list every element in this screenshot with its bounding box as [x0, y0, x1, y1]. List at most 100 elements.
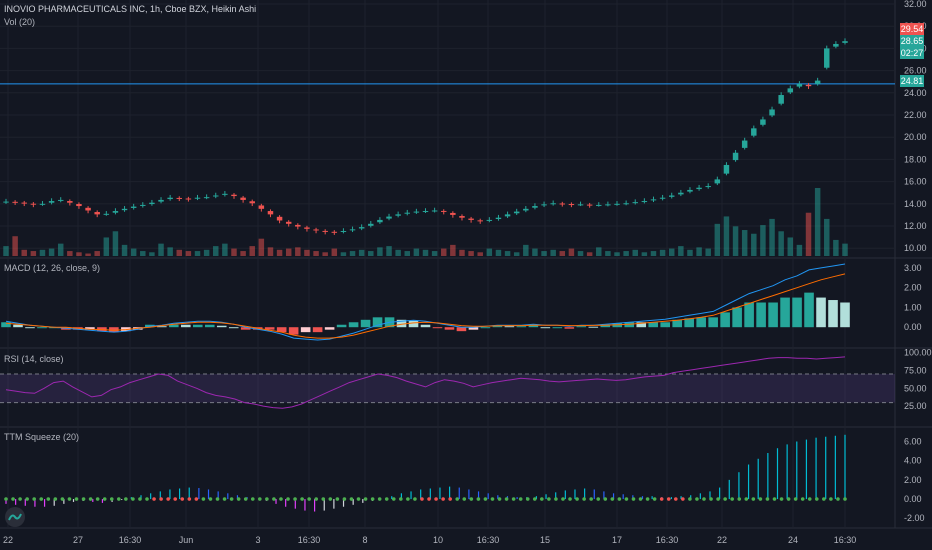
volume-bar — [495, 249, 502, 256]
price-axis-label: 10.00 — [904, 243, 927, 253]
volume-bar — [824, 218, 830, 256]
squeeze-dot — [673, 497, 678, 501]
squeeze-dot — [779, 497, 784, 501]
candle-body — [395, 214, 401, 216]
volume-bar — [185, 251, 192, 256]
macd-label: MACD (12, 26, close, 9) — [4, 263, 101, 273]
candle-body — [194, 197, 201, 199]
squeeze-dot — [370, 497, 375, 501]
volume-bar — [368, 251, 374, 256]
squeeze-dot — [716, 497, 720, 501]
candle-body — [331, 231, 338, 233]
volume-bar — [404, 251, 410, 256]
macd-histogram-bar — [780, 297, 790, 328]
macd-histogram-bar — [816, 297, 826, 328]
x-tick-label: 17 — [612, 535, 622, 545]
volume-bars — [3, 188, 848, 256]
candle-body — [313, 229, 319, 231]
volume-bar — [769, 218, 775, 256]
tradingview-logo-icon[interactable] — [4, 506, 26, 528]
squeeze-dot — [645, 497, 650, 501]
volume-bar — [313, 251, 319, 256]
axes: 22 27 16:30 Jun 3 16:30 8 10 16:30 15 17 16:30 22 24 1… — [3, 0, 932, 545]
volume-bar — [149, 252, 155, 256]
macd-histogram-bar — [240, 327, 251, 330]
macd-histogram-bar — [456, 327, 467, 332]
squeeze-dot — [659, 497, 664, 501]
squeeze-dot — [814, 497, 819, 501]
squeeze-dot — [420, 497, 424, 501]
squeeze-dot — [321, 497, 326, 501]
volume-bar — [249, 246, 255, 256]
candle-body — [103, 213, 110, 215]
rsi-line — [5, 356, 846, 409]
candle-body — [760, 119, 766, 125]
macd-histogram-bar — [660, 322, 671, 328]
volume-bar — [523, 244, 529, 256]
candle-body — [814, 80, 821, 84]
volume-bar — [377, 247, 383, 256]
candle-body — [285, 221, 292, 224]
volume-bar — [258, 238, 265, 256]
squeeze-dot — [441, 497, 445, 501]
squeeze-dot — [145, 497, 149, 501]
volume-bar — [413, 248, 420, 256]
macd-axis-label: 0.00 — [904, 322, 922, 332]
candle-body — [833, 43, 839, 47]
squeeze-dot — [159, 497, 163, 501]
squeeze-pane[interactable] — [4, 434, 847, 512]
macd-histogram-bar — [732, 307, 742, 328]
squeeze-dot — [399, 497, 403, 501]
macd-histogram-bar — [468, 327, 479, 330]
price-tag-line: 24.81 — [900, 75, 924, 87]
squeeze-dot — [793, 497, 798, 501]
volume-bar — [760, 225, 766, 256]
squeeze-dot — [201, 497, 206, 501]
volume-bar — [103, 237, 110, 256]
candle-body — [796, 83, 803, 87]
squeeze-dot — [406, 497, 410, 501]
macd-pane[interactable] — [1, 263, 850, 341]
squeeze-dot — [131, 497, 135, 501]
candle-body — [450, 212, 456, 215]
price-candles[interactable] — [3, 38, 848, 235]
candle-body — [176, 197, 183, 199]
volume-bar — [12, 236, 18, 256]
macd-histogram-bar — [672, 319, 682, 328]
rsi-pane[interactable] — [0, 356, 895, 409]
squeeze-dot — [81, 497, 86, 501]
volume-bar — [751, 233, 757, 256]
volume-bar — [687, 249, 693, 256]
squeeze-dot — [462, 497, 467, 501]
price-axis-label: 16.00 — [904, 177, 927, 187]
squeeze-dot — [624, 497, 629, 501]
volume-bar — [194, 251, 201, 256]
macd-histogram-bar — [312, 327, 323, 333]
squeeze-dot — [631, 497, 636, 501]
candle-body — [240, 197, 246, 200]
squeeze-dot — [265, 497, 269, 501]
volume-bar — [39, 249, 46, 256]
price-tag-countdown: 02:27 — [900, 47, 924, 59]
macd-histogram-bar — [204, 324, 215, 328]
candle-body — [577, 204, 584, 206]
macd-histogram-bar — [25, 327, 35, 329]
macd-histogram-bar — [180, 324, 191, 328]
squeeze-dot — [540, 497, 544, 501]
candle-body — [641, 201, 648, 203]
candle-body — [668, 195, 675, 197]
volume-label: Vol (20) — [4, 17, 36, 27]
candle-body — [57, 199, 64, 201]
macd-histogram-bar — [157, 326, 167, 328]
squeeze-dot — [356, 497, 361, 501]
squeeze-dot — [843, 497, 847, 501]
macd-histogram-bar — [480, 327, 491, 329]
macd-histogram-bar — [492, 325, 503, 328]
volume-bar — [477, 252, 483, 256]
squeeze-dot — [53, 497, 58, 501]
price-axis-label: 24.00 — [904, 88, 927, 98]
candle-body — [842, 41, 848, 43]
volume-bar — [76, 252, 82, 256]
candle-body — [732, 152, 739, 161]
